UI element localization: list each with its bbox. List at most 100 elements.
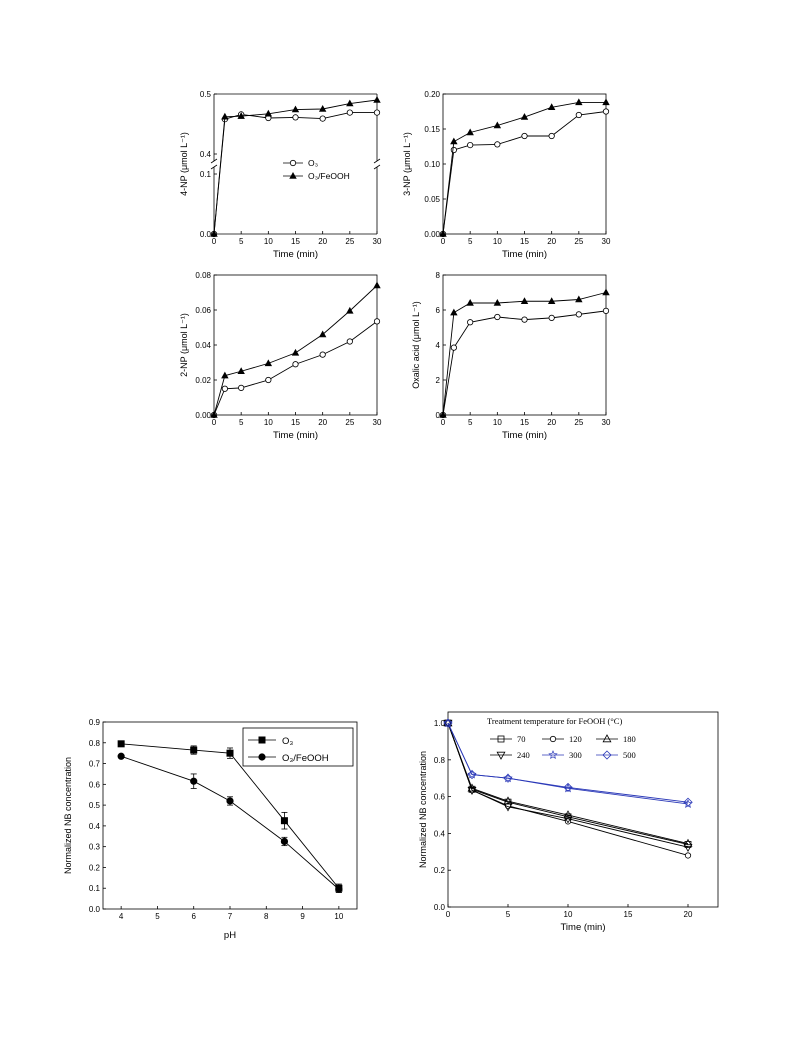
- data-point: [521, 132, 528, 140]
- y-tick-label: 4: [436, 341, 441, 350]
- data-point: [467, 142, 474, 149]
- series-line: [442, 292, 607, 416]
- y-tick-label: 6: [436, 306, 441, 315]
- axis-break-mark: [210, 158, 218, 164]
- legend-label: 180: [623, 734, 636, 744]
- x-tick-label: 5: [239, 237, 244, 246]
- data-point: [467, 786, 477, 796]
- y-tick-label: 0.0: [89, 905, 101, 914]
- legend-label: O₃/FeOOH: [282, 753, 329, 764]
- y-tick-label: 0.6: [89, 780, 101, 789]
- y-tick-label: 0.1: [200, 170, 212, 179]
- x-tick-label: 5: [468, 237, 473, 246]
- y-tick-label: 0.04: [195, 341, 211, 350]
- x-axis-label: Time (min): [502, 430, 547, 441]
- legend-label: O₃/FeOOH: [308, 171, 350, 181]
- data-point: [264, 359, 273, 367]
- x-tick-label: 30: [373, 237, 382, 246]
- x-axis-label: pH: [224, 930, 236, 941]
- axis-break-mark: [373, 158, 381, 164]
- data-point: [280, 837, 289, 846]
- x-tick-label: 8: [264, 912, 269, 921]
- y-tick-label: 0.4: [200, 150, 212, 159]
- data-point: [221, 371, 229, 379]
- x-tick-label: 20: [547, 418, 556, 427]
- x-tick-label: 5: [239, 418, 244, 427]
- data-point: [602, 288, 610, 296]
- y-axis-label: Normalized NB concentration: [418, 751, 428, 868]
- series-line: [120, 755, 340, 890]
- chart-oxalic-acid: 0 5 10 15 20 25 30 0 2 4 6 8 Time (min) Oxalic acid (…: [411, 271, 611, 441]
- x-tick-label: 9: [300, 912, 305, 921]
- x-tick-label: 30: [602, 237, 611, 246]
- legend-marker: [496, 751, 506, 760]
- y-tick-label: 0.00: [195, 411, 211, 420]
- x-tick-label: 15: [520, 418, 529, 427]
- data-point: [520, 297, 529, 304]
- y-tick-label: 0.2: [434, 866, 446, 875]
- x-tick-label: 15: [291, 237, 300, 246]
- y-tick-label: 0.08: [195, 271, 211, 280]
- y-axis-label: 4-NP (μmol L⁻¹): [179, 132, 189, 196]
- data-point: [319, 115, 326, 122]
- x-tick-label: 20: [684, 910, 693, 919]
- legend-marker: [549, 735, 557, 743]
- legend-label: 300: [569, 750, 582, 760]
- series-line: [213, 321, 378, 416]
- data-point: [264, 109, 273, 117]
- data-point: [117, 740, 125, 748]
- data-point: [221, 385, 228, 392]
- data-point: [683, 797, 693, 807]
- x-tick-label: 10: [264, 418, 273, 427]
- x-tick-label: 15: [291, 418, 300, 427]
- data-point: [563, 810, 573, 819]
- x-tick-label: 15: [520, 237, 529, 246]
- data-point: [346, 109, 353, 116]
- data-point: [466, 128, 474, 136]
- series-line: [442, 111, 607, 235]
- data-point: [493, 121, 502, 129]
- legend-label: 240: [517, 750, 530, 760]
- data-point: [547, 297, 556, 304]
- x-tick-label: 25: [574, 418, 583, 427]
- data-point: [575, 311, 582, 318]
- legend-marker: [497, 735, 505, 743]
- legend-label: 70: [517, 734, 526, 744]
- chart-nb-vs-time-temperature: 0 5 10 15 20 0.0 0.2 0.4 0.6 0.8 1.0 Treatment temp…: [418, 711, 719, 933]
- series-line: [447, 722, 689, 803]
- y-tick-label: 0.8: [434, 756, 446, 765]
- series-line: [213, 99, 378, 235]
- data-point: [373, 109, 381, 116]
- y-tick-label: 0.02: [195, 376, 211, 385]
- data-point: [520, 113, 529, 120]
- data-point: [683, 838, 693, 847]
- data-point: [226, 797, 234, 805]
- y-tick-label: 0.10: [424, 160, 440, 169]
- data-point: [602, 98, 610, 106]
- data-point: [575, 98, 583, 106]
- data-point: [291, 348, 300, 356]
- x-axis-label: Time (min): [273, 249, 318, 260]
- series-line: [447, 722, 689, 856]
- data-point: [684, 852, 692, 859]
- x-tick-label: 10: [334, 912, 343, 921]
- y-axis-label: 2-NP (μmol L⁻¹): [179, 313, 189, 377]
- data-point: [450, 146, 457, 154]
- y-tick-label: 0.15: [424, 125, 440, 134]
- chart-2np: 0 5 10 15 20 25 30 0.00 0.02 0.04 0.06 0.08 Time (mi…: [179, 271, 382, 441]
- data-point: [494, 313, 501, 321]
- y-tick-label: 0.9: [89, 718, 101, 727]
- data-point: [467, 319, 474, 326]
- plot-frame: [213, 274, 378, 416]
- data-point: [373, 95, 381, 103]
- y-tick-label: 0.0: [200, 230, 212, 239]
- axis-break-mark: [210, 164, 218, 170]
- legend-marker: [289, 171, 297, 179]
- x-axis-label: Time (min): [502, 249, 547, 260]
- x-tick-label: 10: [564, 910, 573, 919]
- legend-marker: [548, 750, 558, 759]
- legend-label: O₃: [282, 736, 293, 747]
- legend-label: 500: [623, 750, 636, 760]
- data-point: [563, 782, 573, 792]
- data-point: [210, 229, 218, 237]
